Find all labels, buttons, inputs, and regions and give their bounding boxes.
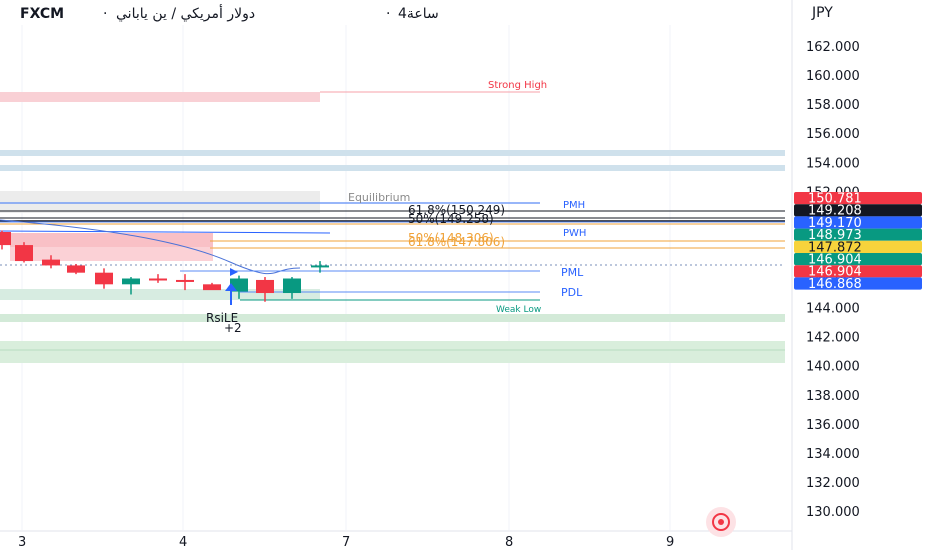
fib-618-label: 61.8%(150.249) xyxy=(408,203,505,217)
price-tick-label: 142.000 xyxy=(806,331,860,346)
price-label-value: 146.904 xyxy=(808,253,862,268)
price-label-box xyxy=(794,277,922,290)
fib-low-label-2: 61.8%(147.806) xyxy=(408,235,505,249)
price-label-value: 147.872 xyxy=(808,240,862,255)
weak-low-label: Weak Low xyxy=(496,305,541,315)
signal-arrow-icon xyxy=(225,283,237,305)
candle-body xyxy=(67,265,85,273)
blue-level-2 xyxy=(0,230,331,234)
time-tick-label: 7 xyxy=(342,535,350,550)
header-interval: 4ساعة xyxy=(398,6,439,22)
price-tick-label: 134.000 xyxy=(806,447,860,462)
price-tick-label: 132.000 xyxy=(806,476,860,491)
header-description: دولار أمريكي / ين ياباني xyxy=(116,4,255,22)
equilibrium-label: Equilibrium xyxy=(348,191,410,204)
candle-body xyxy=(203,284,221,291)
time-tick-label: 4 xyxy=(179,535,187,550)
price-tick-label: 160.000 xyxy=(806,69,860,84)
time-tick-label: 8 xyxy=(505,535,513,550)
pdl-label: PDL xyxy=(561,286,583,299)
candle-body xyxy=(283,278,301,294)
blue-zone-lower xyxy=(0,165,785,171)
pwh-label: PWH xyxy=(563,228,586,239)
candle-body xyxy=(122,278,140,285)
record-target-icon[interactable] xyxy=(706,507,736,537)
candle-body xyxy=(0,232,11,246)
price-label-box xyxy=(794,216,922,229)
signal-label: RsiLE xyxy=(206,311,238,325)
signal-count-label: +2 xyxy=(224,321,242,335)
price-label-box xyxy=(794,240,922,253)
supply-zone-inner xyxy=(10,233,213,247)
time-tick-label: 9 xyxy=(666,535,674,550)
header-separator-2: · xyxy=(386,6,390,22)
candle-body xyxy=(15,245,33,262)
price-label-value: 149.170 xyxy=(808,216,862,231)
candle-body xyxy=(176,279,194,282)
candle-body xyxy=(42,259,60,266)
price-label-box xyxy=(794,228,922,241)
demand-zone xyxy=(0,289,320,300)
price-tick-label: 136.000 xyxy=(806,418,860,433)
price-tick-label: 156.000 xyxy=(806,127,860,142)
price-tick-label: 158.000 xyxy=(806,98,860,113)
price-label-box xyxy=(794,253,922,266)
price-labels-group: 150.781149.208149.170148.973147.872146.9… xyxy=(794,192,922,292)
pmh-label: PMH xyxy=(563,200,585,211)
fib-low-label-1: 50%(148.306) xyxy=(408,231,494,245)
pml-label: PML xyxy=(561,266,584,279)
price-label-value: 148.973 xyxy=(808,228,862,243)
header-separator-1: · xyxy=(103,6,107,22)
green-zone-1 xyxy=(0,314,785,322)
price-tick-label: 144.000 xyxy=(806,302,860,317)
blue-zone-upper xyxy=(0,150,785,156)
price-tick-label: 130.000 xyxy=(806,505,860,520)
candle-body xyxy=(256,279,274,294)
header-symbol: FXCM xyxy=(20,6,64,22)
time-tick-label: 3 xyxy=(18,535,26,550)
equilibrium-zone xyxy=(0,191,320,213)
currency-label: JPY xyxy=(811,5,833,21)
vertical-gridlines xyxy=(21,25,671,530)
blue-marker-icon xyxy=(230,268,238,276)
trend-curve xyxy=(0,219,301,275)
candles-group xyxy=(0,230,329,302)
price-tick-label: 140.000 xyxy=(806,360,860,375)
price-label-value: 146.904 xyxy=(808,265,862,280)
candle-body xyxy=(149,278,167,281)
strong-high-zone xyxy=(0,92,320,102)
candle-body xyxy=(95,272,113,285)
price-label-value: 146.868 xyxy=(808,277,862,292)
time-axis-ticks: 3 4 7 8 9 xyxy=(18,535,674,550)
price-tick-label: 154.000 xyxy=(806,156,860,171)
strong-high-label: Strong High xyxy=(488,80,547,91)
green-zone-2 xyxy=(0,341,785,363)
candle-body xyxy=(311,265,329,268)
price-label-box xyxy=(794,192,922,205)
fib-50-label: 50%(149.258) xyxy=(408,212,494,226)
price-tick-label: 138.000 xyxy=(806,389,860,404)
price-label-box xyxy=(794,265,922,278)
price-label-value: 150.781 xyxy=(808,192,862,207)
price-label-value: 149.208 xyxy=(808,204,862,219)
price-label-box xyxy=(794,204,922,217)
price-tick-label: 162.000 xyxy=(806,40,860,55)
